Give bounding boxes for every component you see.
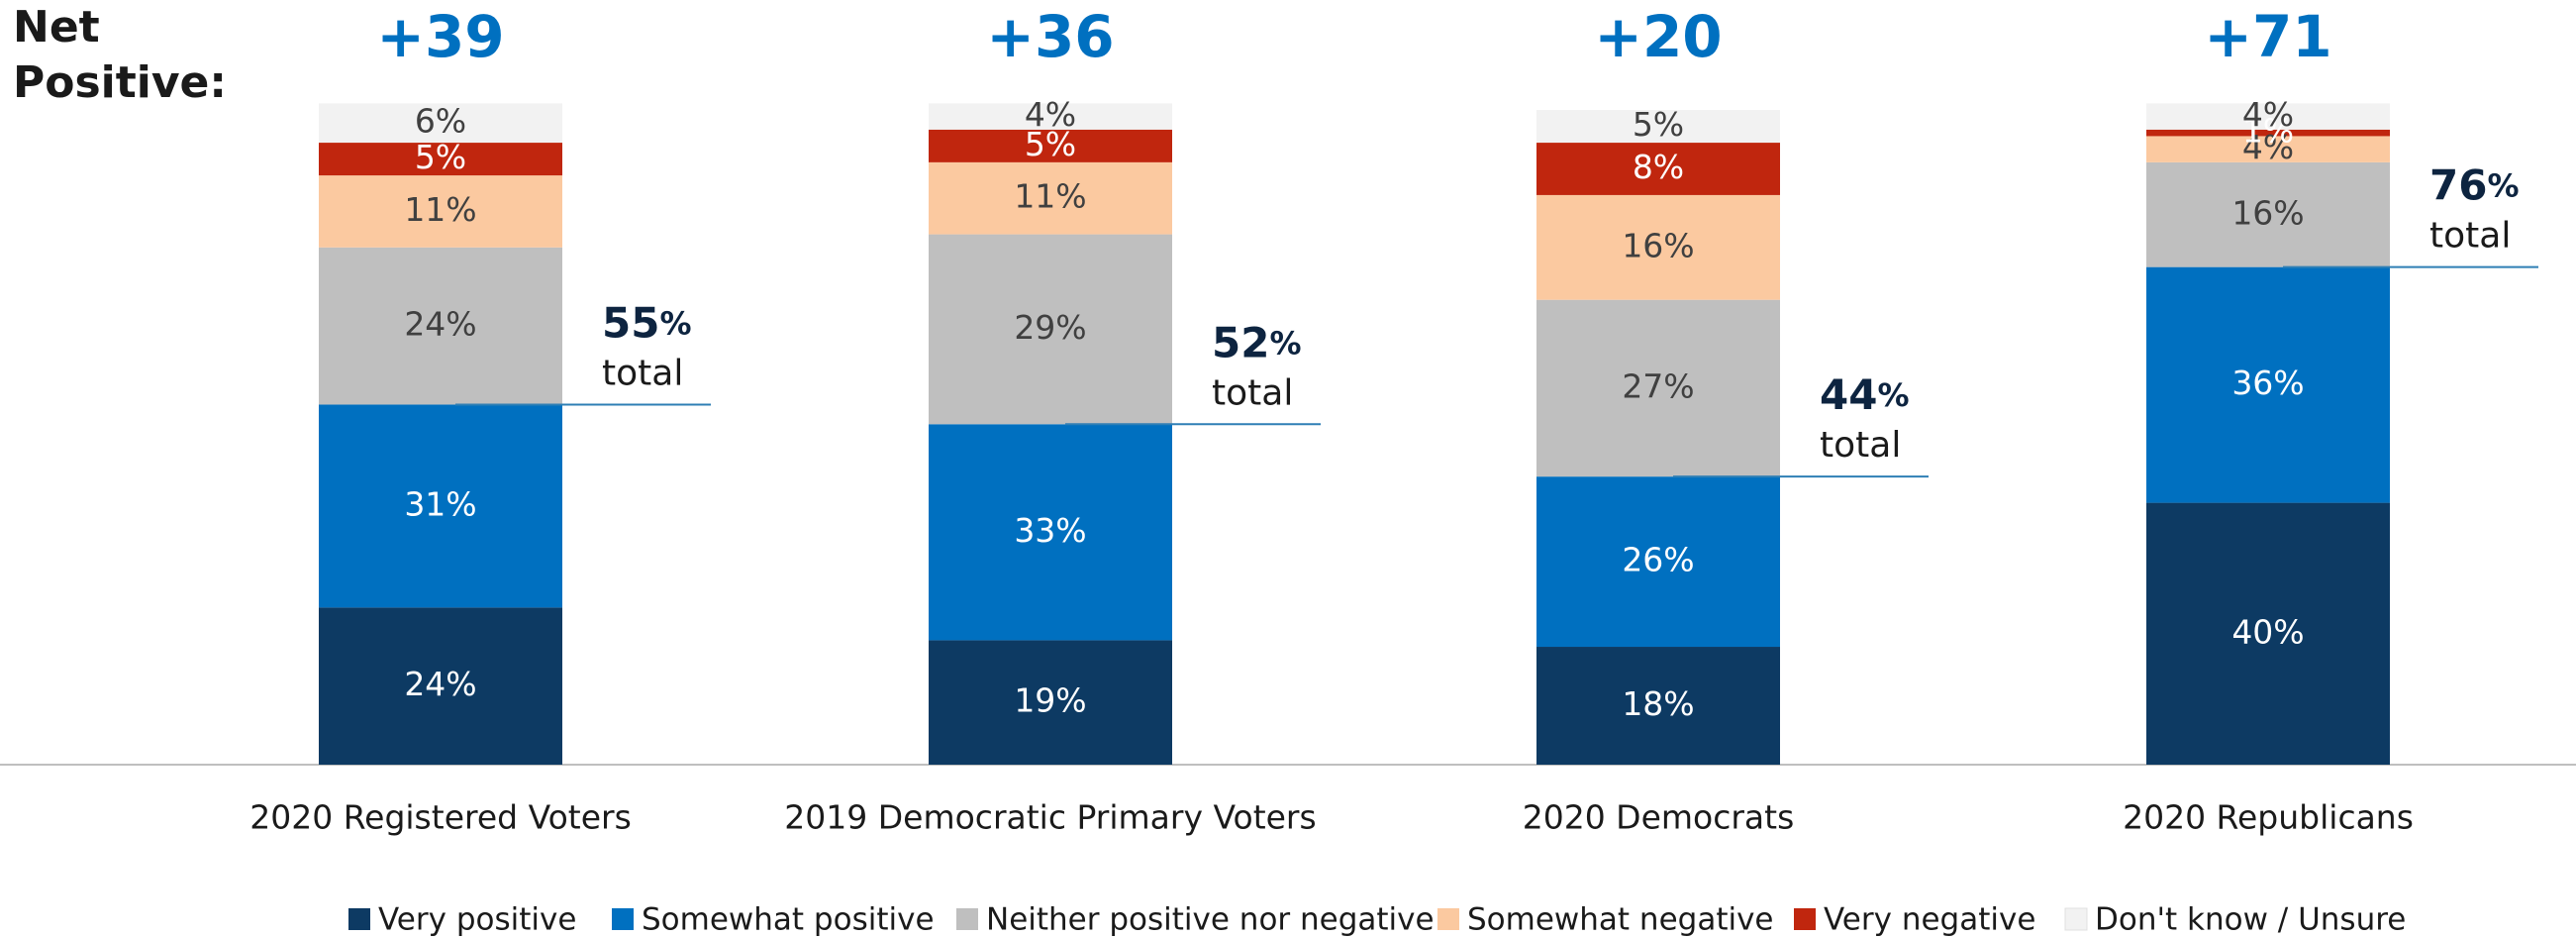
data-label: 4% <box>1025 95 1076 134</box>
total-unit: % <box>1269 324 1301 362</box>
bar-segment <box>2146 502 2390 765</box>
data-label: 5% <box>415 138 466 176</box>
total-number: 55 <box>602 298 659 347</box>
net-positive-label: Net Positive: <box>13 2 227 108</box>
legend-label: Neither positive nor negative <box>986 902 1435 938</box>
bar-segment <box>319 247 562 405</box>
legend-label: Somewhat positive <box>642 902 935 938</box>
bar-segment <box>2146 266 2390 503</box>
bar-segment <box>319 175 562 248</box>
data-label: 33% <box>1014 511 1086 550</box>
data-label: 5% <box>1633 105 1684 144</box>
data-label: 8% <box>1633 148 1684 186</box>
data-label: 4% <box>2242 95 2294 134</box>
total-caption: total <box>1820 425 1901 466</box>
data-label: 24% <box>404 305 476 344</box>
bar-segment <box>2146 129 2390 137</box>
data-label: 26% <box>1622 541 1694 579</box>
bar-segment <box>1536 647 1780 765</box>
bar-segment <box>929 234 1172 425</box>
legend-swatch <box>612 908 634 930</box>
total-number: 76 <box>2429 160 2487 209</box>
total-unit: % <box>1877 376 1909 414</box>
bar-segment <box>2146 161 2390 267</box>
bar-segment <box>2146 136 2390 162</box>
total-unit: % <box>659 304 691 342</box>
x-tick-label: 2020 Registered Voters <box>249 798 632 837</box>
total-caption: total <box>1212 372 1293 413</box>
data-label: 4% <box>2242 128 2294 166</box>
legend-swatch <box>1437 908 1459 930</box>
data-label: 5% <box>1025 125 1076 163</box>
data-label: 24% <box>404 665 476 703</box>
bar-segment <box>319 607 562 765</box>
total-value: 76% <box>2429 160 2520 209</box>
data-label: 19% <box>1014 681 1086 720</box>
total-value: 52% <box>1212 318 1302 366</box>
data-label: 29% <box>1014 308 1086 347</box>
legend-swatch <box>1794 908 1816 930</box>
bar-segment <box>929 129 1172 162</box>
total-number: 44 <box>1820 370 1877 419</box>
total-value: 55% <box>602 298 692 347</box>
bar-segment <box>319 404 562 608</box>
data-label: 31% <box>404 484 476 523</box>
x-tick-label: 2020 Republicans <box>2123 798 2414 837</box>
data-label: 11% <box>404 190 476 229</box>
total-caption: total <box>2429 216 2511 257</box>
data-label: 36% <box>2231 364 2304 402</box>
bar-segment <box>1536 194 1780 300</box>
bar-segment <box>929 424 1172 641</box>
legend-swatch <box>348 908 370 930</box>
net-positive-value: +71 <box>2204 3 2331 70</box>
bar-segment <box>2146 103 2390 130</box>
bar-segment <box>929 103 1172 130</box>
legend-swatch <box>2064 907 2088 931</box>
bar-segment <box>1536 299 1780 477</box>
legend-label: Very positive <box>378 902 576 938</box>
total-caption: total <box>602 353 683 393</box>
data-label: 6% <box>415 102 466 141</box>
data-label: 18% <box>1622 684 1694 723</box>
legend-swatch <box>956 908 978 930</box>
x-tick-label: 2019 Democratic Primary Voters <box>784 798 1316 837</box>
bar-segment <box>1536 143 1780 195</box>
bar-segment <box>929 640 1172 765</box>
legend-label: Don't know / Unsure <box>2095 902 2406 938</box>
bar-segment <box>1536 110 1780 144</box>
data-label: 16% <box>2231 193 2304 232</box>
bar-segment <box>319 103 562 144</box>
data-label: 11% <box>1014 177 1086 216</box>
data-label: 16% <box>1622 226 1694 264</box>
x-tick-label: 2020 Democrats <box>1523 798 1795 837</box>
total-unit: % <box>2487 167 2519 205</box>
data-label: 40% <box>2231 612 2304 651</box>
bar-segment <box>1536 476 1780 648</box>
legend-label: Very negative <box>1824 902 2035 938</box>
total-value: 44% <box>1820 370 1910 419</box>
data-label: 27% <box>1622 366 1694 405</box>
bar-segment <box>319 143 562 176</box>
total-number: 52 <box>1212 318 1269 366</box>
bar-segment <box>929 161 1172 235</box>
data-label: 1% <box>2242 112 2294 151</box>
net-positive-value: +20 <box>1594 3 1722 70</box>
net-positive-value: +39 <box>376 3 504 70</box>
net-positive-value: +36 <box>986 3 1114 70</box>
legend-label: Somewhat negative <box>1467 902 1774 938</box>
